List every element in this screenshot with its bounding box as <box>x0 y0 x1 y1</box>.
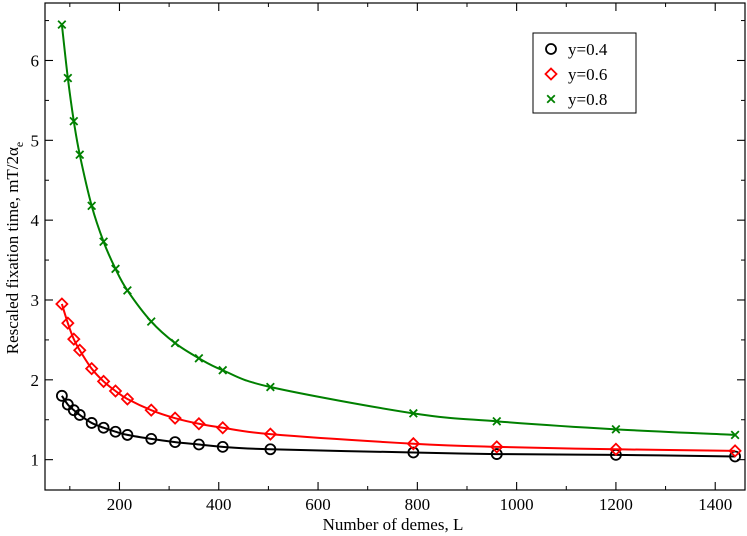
data-point-0-4 <box>85 417 98 429</box>
x-tick-label: 800 <box>405 495 431 514</box>
data-point-0-6 <box>109 425 122 438</box>
x-tick-label: 400 <box>206 495 232 514</box>
data-point-0-10 <box>193 438 205 451</box>
data-point-2-11 <box>218 365 228 375</box>
x-tick-label: 1400 <box>698 495 732 514</box>
data-point-2-1 <box>63 73 73 83</box>
data-point-0-0 <box>55 389 68 402</box>
legend: y=0.4 y=0.6 y=0.8 <box>532 32 637 114</box>
y-tick-label: 5 <box>31 131 40 150</box>
data-point-0-16 <box>729 450 741 463</box>
data-point-1-4 <box>84 361 99 376</box>
data-point-2-5 <box>99 237 109 247</box>
data-point-1-2 <box>67 332 81 346</box>
legend-marker-0 <box>545 43 557 55</box>
data-point-1-5 <box>96 374 111 389</box>
data-point-0-9 <box>169 436 181 448</box>
series-1 <box>55 297 742 458</box>
plot-area <box>55 20 742 463</box>
series-line-0 <box>61 395 736 458</box>
series-2 <box>57 20 740 440</box>
data-point-0-3 <box>73 409 86 421</box>
data-point-0-14 <box>490 448 503 460</box>
data-point-2-14 <box>492 416 502 426</box>
data-point-1-10 <box>192 416 206 431</box>
y-tick-label: 1 <box>31 451 40 470</box>
legend-marker-1 <box>544 67 558 81</box>
legend-label-1: y=0.6 <box>568 65 607 84</box>
x-tick-label: 600 <box>305 495 331 514</box>
data-point-1-6 <box>108 384 123 398</box>
series-0 <box>55 389 741 463</box>
data-point-1-9 <box>168 411 182 425</box>
data-point-2-9 <box>170 338 180 348</box>
data-point-2-12 <box>265 382 275 392</box>
data-point-2-4 <box>87 201 97 211</box>
data-point-1-14 <box>490 440 504 454</box>
data-point-0-13 <box>407 446 420 459</box>
data-point-0-12 <box>264 443 277 456</box>
data-point-2-3 <box>75 150 85 160</box>
series-line-1 <box>60 303 736 452</box>
x-tick-label: 200 <box>107 495 133 514</box>
data-point-2-13 <box>408 408 418 418</box>
x-tick-label: 1200 <box>599 495 633 514</box>
data-point-2-6 <box>111 264 120 274</box>
y-tick-label: 4 <box>31 211 40 230</box>
plot-frame <box>44 2 746 491</box>
y-tick-label: 2 <box>31 371 40 390</box>
data-point-0-7 <box>121 429 134 441</box>
data-point-2-10 <box>194 353 204 363</box>
data-point-1-1 <box>61 316 75 330</box>
data-point-0-8 <box>145 433 158 445</box>
legend-label-0: y=0.4 <box>568 40 608 59</box>
data-point-1-13 <box>406 436 421 451</box>
data-point-1-8 <box>144 403 159 417</box>
data-point-2-15 <box>611 424 621 434</box>
legend-label-2: y=0.8 <box>568 90 607 109</box>
data-point-0-5 <box>97 421 110 434</box>
data-point-2-0 <box>57 20 67 29</box>
data-point-1-11 <box>215 420 230 435</box>
data-point-1-7 <box>120 392 135 406</box>
data-point-2-2 <box>69 116 79 126</box>
y-tick-label: 6 <box>31 51 40 70</box>
data-point-1-12 <box>263 427 278 441</box>
data-point-1-15 <box>609 442 623 457</box>
data-point-0-11 <box>216 440 229 453</box>
legend-marker-2 <box>546 94 556 104</box>
y-axis-label-subscript: e <box>12 142 26 147</box>
data-point-1-16 <box>728 444 742 458</box>
y-tick-label: 3 <box>31 291 40 310</box>
y-axis-label: Rescaled fixation time, mT/2αe <box>3 142 26 355</box>
axes: 200 400 600 800 1000 1200 1400 1 2 3 4 5 6 <box>31 2 746 514</box>
x-axis-label: Number of demes, L <box>323 515 464 534</box>
x-tick-label: 1000 <box>500 495 534 514</box>
data-point-1-0 <box>55 297 69 311</box>
data-point-2-8 <box>146 317 156 326</box>
data-point-2-7 <box>122 285 132 295</box>
y-axis-label-main: Rescaled fixation time, mT/2α <box>3 147 22 354</box>
data-point-1-3 <box>72 343 87 358</box>
data-point-2-16 <box>730 430 740 440</box>
